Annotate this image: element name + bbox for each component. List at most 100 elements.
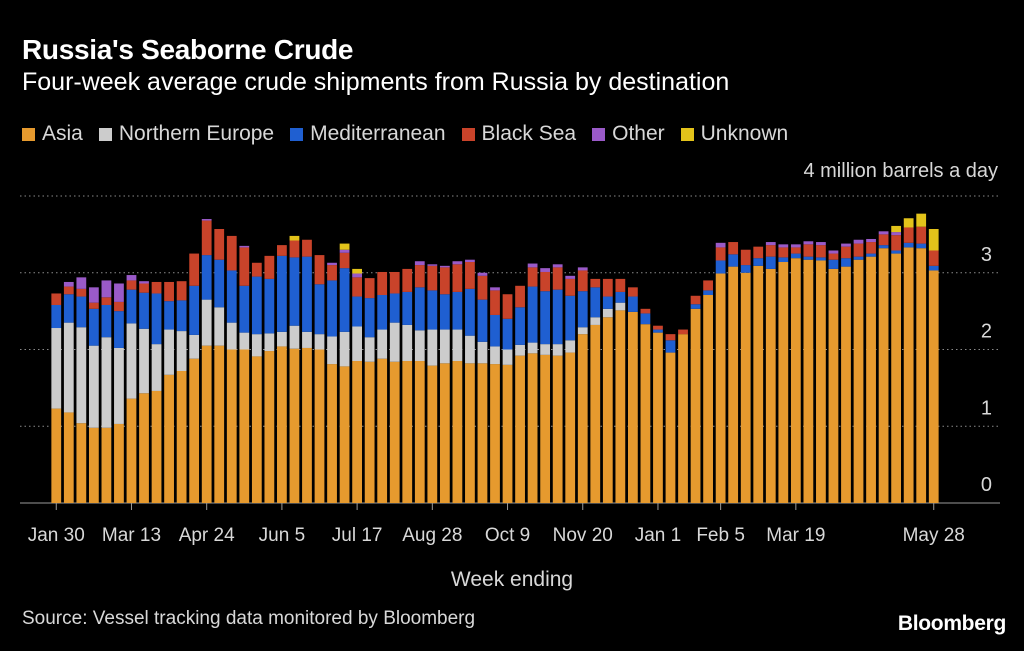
bar-segment-mediterranean [728,254,739,267]
bar-segment-black-sea [339,252,350,269]
legend-label-mediterranean: Mediterranean [310,122,446,145]
bar-segment-black-sea [327,265,337,281]
bar-segment-asia [602,317,613,503]
bar-segment-mediterranean [627,296,638,312]
bar-segment-asia [327,364,337,503]
bar-segment-asia [439,363,450,503]
bar-segment-mediterranean [251,276,262,335]
bar-segment-black-sea [565,278,576,296]
bar-segment-northern-europe [565,340,576,353]
bar-segment-northern-europe [364,337,375,362]
bar-segment-asia [377,358,388,503]
bar-segment-other [853,239,864,244]
bar-segment-black-sea [690,295,701,305]
bar-segment-mediterranean [214,259,225,308]
bar-segment-black-sea [828,253,839,260]
bar-segment-northern-europe [164,329,174,375]
bar-segment-asia [201,345,212,503]
bar-segment-other [878,231,889,235]
bar-segment-other [76,277,87,289]
chart-subtitle: Four-week average crude shipments from R… [22,68,730,96]
bar-segment-asia [339,366,350,503]
bar-segment-black-sea [277,245,287,256]
bar-segment-black-sea [126,280,137,290]
bar-segment-asia [678,334,688,503]
bar-segment-mediterranean [114,311,124,348]
bar-segment-black-sea [251,262,262,277]
bar-segment-mediterranean [816,257,826,261]
bar-segment-black-sea [439,267,450,295]
bar-segment-asia [778,262,789,503]
bar-segment-northern-europe [452,329,463,362]
bar-segment-northern-europe [352,326,363,362]
bar-segment-mediterranean [690,304,701,309]
legend-label-other: Other [612,122,665,145]
bar-segment-mediterranean [239,285,250,333]
bar-segment-black-sea [201,220,212,256]
bar-segment-asia [63,412,74,503]
bar-segment-black-sea [427,265,438,291]
bar-segment-other [477,272,488,276]
x-tick-label: Nov 20 [553,525,613,546]
bar-segment-black-sea [239,247,250,286]
bar-segment-northern-europe [389,322,400,362]
bar-segment-other [565,275,576,279]
x-tick-label: Apr 24 [179,525,235,546]
bar-segment-other [803,241,814,245]
bar-segment-mediterranean [778,257,789,263]
bar-segment-northern-europe [602,308,613,318]
x-tick-label: Mar 19 [766,525,825,546]
bar-segment-asia [891,253,902,503]
bar-segment-asia [151,390,162,503]
bar-segment-mediterranean [828,259,839,269]
bar-segment-asia [226,349,237,503]
bar-segment-asia [277,346,287,503]
bar-segment-black-sea [101,297,112,305]
bar-segment-other [765,242,776,246]
bar-segment-mediterranean [139,292,149,329]
bar-segment-northern-europe [239,332,250,350]
bar-segment-northern-europe [527,342,538,354]
bar-segment-other [527,263,538,268]
bar-segment-unknown [891,225,902,233]
bar-segment-mediterranean [577,291,588,328]
bar-segment-other [891,232,902,236]
bar-segment-northern-europe [226,322,237,350]
bar-segment-mediterranean [151,293,162,345]
bar-segment-northern-europe [577,327,588,335]
bar-segment-mediterranean [703,290,713,296]
source-note: Source: Vessel tracking data monitored b… [22,608,476,629]
bar-segment-other [114,283,124,302]
bar-segment-other [63,281,74,287]
bar-segment-other [414,261,425,266]
bar-segment-asia [189,358,200,503]
bar-segment-mediterranean [891,250,902,254]
bar-segment-unknown [352,268,363,274]
bar-segment-asia [715,273,726,503]
bar-segment-mediterranean [389,293,400,323]
bar-segment-mediterranean [402,291,413,325]
bar-segment-asia [515,355,525,503]
bar-segment-mediterranean [841,258,851,267]
bar-segment-asia [841,266,851,503]
bar-segment-northern-europe [214,307,225,346]
bar-segment-black-sea [515,285,525,308]
bar-segment-black-sea [678,329,688,335]
y-tick-label: 1 [981,397,992,419]
bar-segment-black-sea [841,246,851,259]
x-tick-label: Jun 5 [259,525,305,546]
bar-segment-black-sea [114,301,124,312]
bar-segment-northern-europe [490,346,500,365]
bar-segment-mediterranean [452,291,463,330]
bar-segment-asia [790,258,801,503]
bar-segment-black-sea [63,286,74,295]
bar-segment-other [540,268,551,272]
bar-segment-asia [552,355,563,503]
bar-segment-northern-europe [515,344,525,356]
bar-segment-mediterranean [715,260,726,274]
bar-segment-black-sea [715,247,726,261]
x-axis-label: Week ending [450,568,574,591]
bar-segment-asia [389,361,400,503]
y-tick-label: 2 [981,321,992,343]
bar-segment-northern-europe [540,344,551,355]
